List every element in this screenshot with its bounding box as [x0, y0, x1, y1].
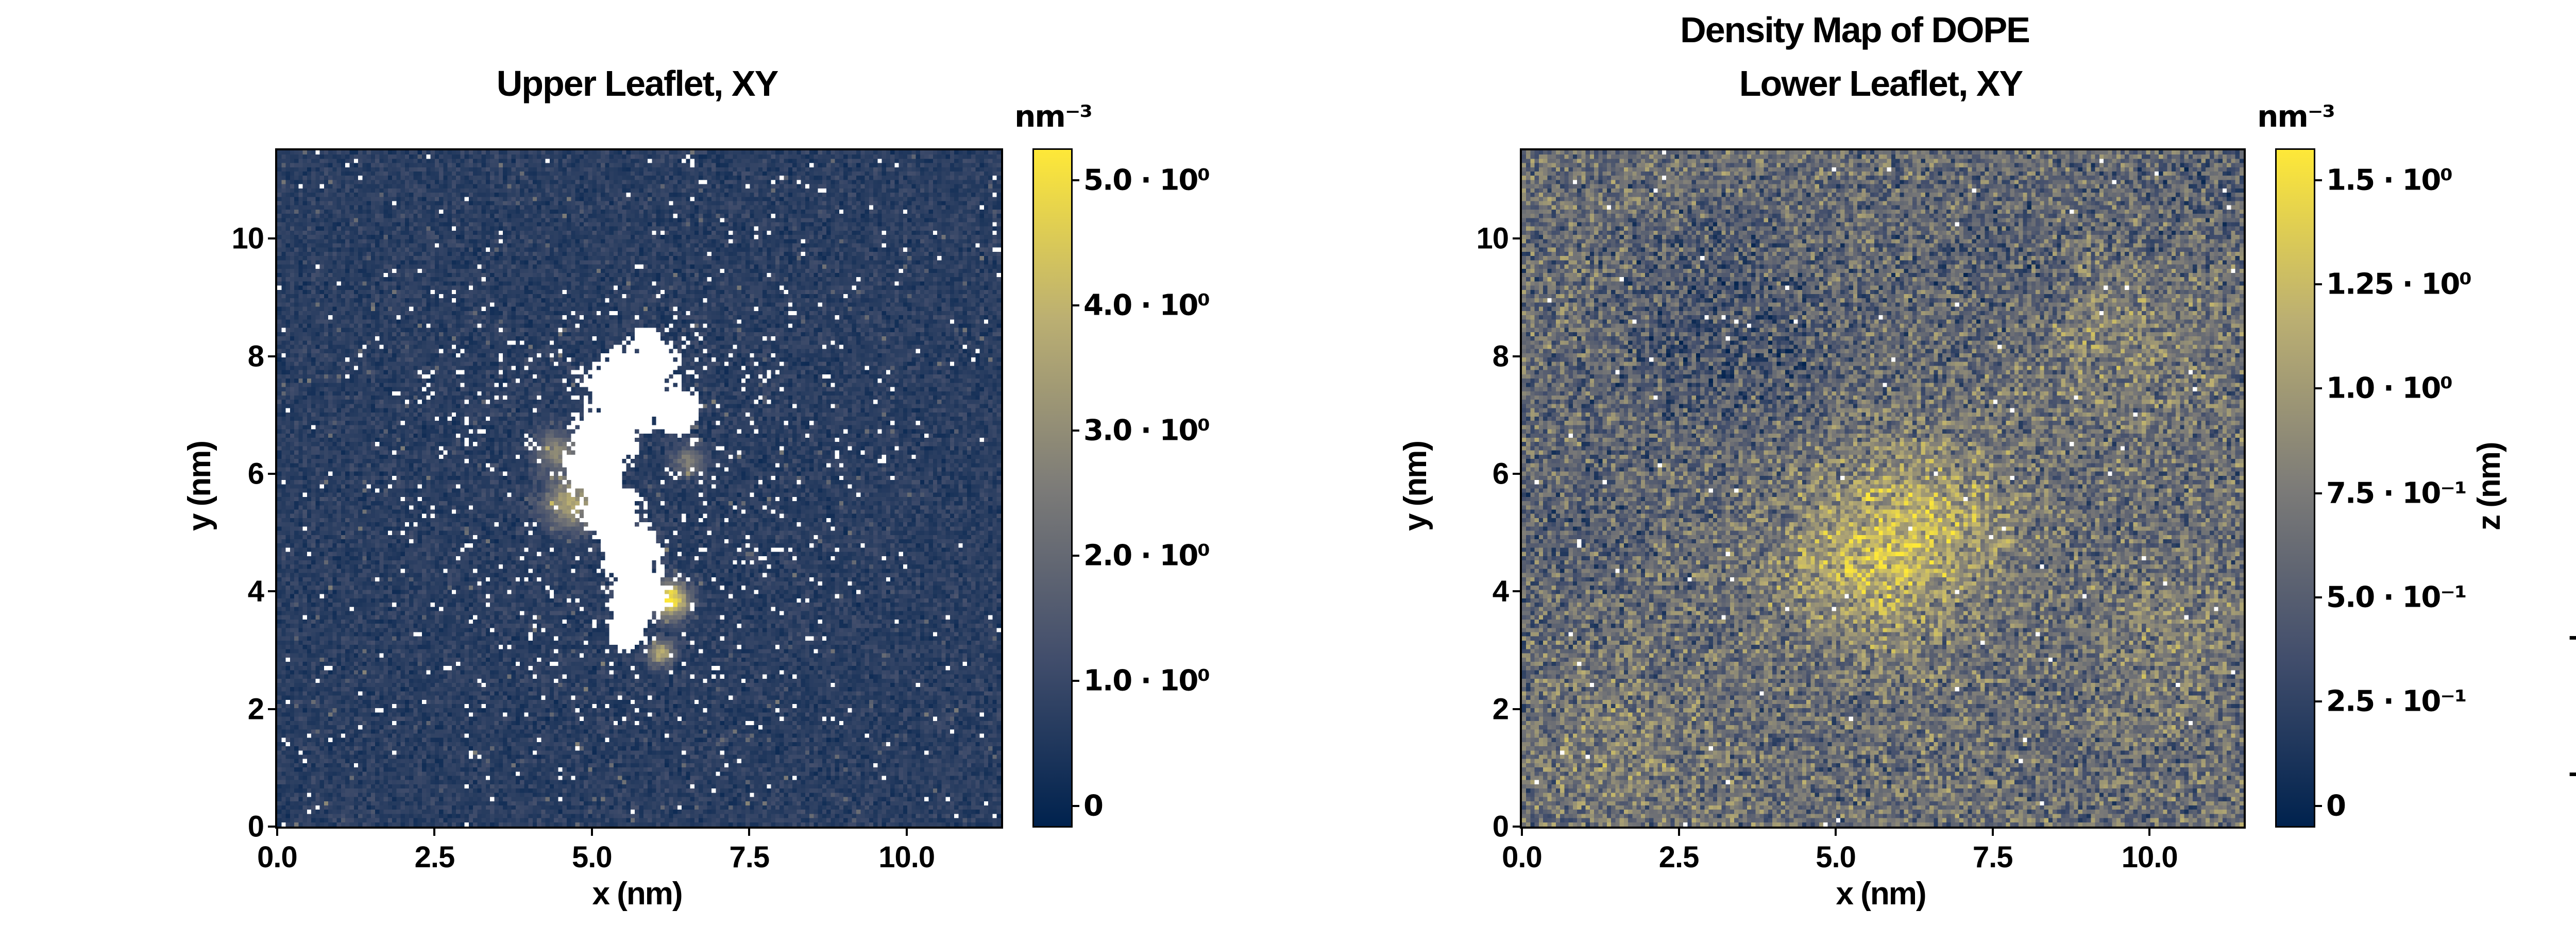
y-tick-label: 0 [247, 810, 264, 844]
y-tick-label: -2 [2568, 618, 2576, 653]
x-tick-label: 2.5 [414, 840, 455, 874]
x-tick-label: 2.5 [1658, 840, 1700, 874]
x-tick-mark [905, 827, 908, 836]
x-tick-mark [2148, 827, 2151, 836]
y-tick-label: 8 [1492, 339, 1509, 373]
y-axis-label-lower-leaflet: y (nm) [1398, 441, 1433, 531]
y-tick-label: 8 [247, 339, 264, 373]
y-tick-mark [1513, 472, 1522, 475]
colorbar-unit-lower-leaflet: nm⁻³ [2257, 99, 2335, 134]
colorbar-tick-mark [2314, 700, 2322, 703]
colorbar-tick-label: 0 [1083, 789, 1104, 823]
x-tick-mark [1677, 827, 1680, 836]
x-tick-label: 5.0 [572, 840, 613, 874]
colorbar-tick-mark [2314, 492, 2322, 494]
colorbar-tick-label: 3.0 · 10⁰ [1083, 414, 1210, 448]
z-axis-label-transversal: z (nm) [2471, 442, 2507, 530]
figure-suptitle: Density Map of DOPE [1680, 10, 2030, 50]
y-tick-mark [268, 590, 277, 593]
y-tick-mark [1513, 355, 1522, 357]
heatmap-canvas-lower-leaflet [1522, 150, 2244, 827]
y-tick-label: 2 [1492, 692, 1509, 726]
heatmap-plot-lower-leaflet: 0.0 2.5 5.0 7.5 10.0 0 2 4 6 8 10 [1476, 148, 2246, 874]
y-tick-label: 0 [1492, 810, 1509, 844]
colorbar-tick-label: 5.0 · 10⁻¹ [2326, 580, 2467, 614]
heatmap-plot-upper-leaflet: 0.0 2.5 5.0 7.5 10.0 0 2 4 6 8 10 [231, 148, 1003, 874]
y-tick-label: 10 [231, 221, 264, 255]
colorbar-tick-mark [1071, 179, 1079, 182]
x-tick-mark [1835, 827, 1837, 836]
y-tick-label: 6 [247, 457, 264, 491]
x-tick-label: 7.5 [1972, 840, 2013, 874]
x-tick-label: 0.0 [257, 840, 298, 874]
x-tick-label: 7.5 [729, 840, 770, 874]
y-tick-label: 2 [247, 692, 264, 726]
y-tick-mark [268, 708, 277, 710]
colorbar-tick-label: 1.25 · 10⁰ [2326, 267, 2472, 301]
x-tick-label: 10.0 [878, 840, 935, 874]
y-tick-mark [1513, 708, 1522, 710]
x-tick-mark [1991, 827, 1994, 836]
y-tick-mark [1513, 590, 1522, 593]
colorbar-tick-label: 5.0 · 10⁰ [1083, 163, 1210, 197]
y-tick-mark [268, 472, 277, 475]
y-axis-label-upper-leaflet: y (nm) [182, 441, 217, 531]
colorbar-tick-label: 1.0 · 10⁰ [2326, 371, 2453, 405]
colorbar-tick-label: 1.0 · 10⁰ [1083, 664, 1210, 698]
colorbar-tick-label: 4.0 · 10⁰ [1083, 288, 1210, 322]
colorbar-tick-mark [2314, 283, 2322, 286]
x-tick-mark [433, 827, 436, 836]
x-tick-mark [1521, 827, 1523, 836]
colorbar-tick-mark [2314, 596, 2322, 599]
y-tick-label: 10 [1476, 221, 1509, 255]
colorbar-tick-label: 0 [2326, 789, 2346, 823]
colorbar-tick-mark [1071, 554, 1079, 557]
colorbar-tick-mark [2314, 387, 2322, 390]
colorbar-tick-mark [1071, 804, 1079, 807]
panel-title-lower-leaflet: Lower Leaflet, XY [1739, 63, 2023, 104]
y-tick-mark [268, 355, 277, 357]
colorbar-tick-label: 2.0 · 10⁰ [1083, 539, 1210, 573]
colorbar-tick-mark [1071, 429, 1079, 432]
heatmap-canvas-upper-leaflet [277, 150, 1001, 827]
colorbar-tick-label: 1.5 · 10⁰ [2326, 163, 2453, 197]
colorbar-tick-mark [2314, 179, 2322, 182]
y-tick-mark [1513, 237, 1522, 240]
y-tick-label: -4 [2568, 754, 2576, 789]
x-tick-label: 0.0 [1502, 840, 1543, 874]
x-axis-label-upper-leaflet: x (nm) [592, 876, 683, 912]
x-tick-mark [590, 827, 593, 836]
y-tick-mark [1513, 826, 1522, 828]
y-tick-mark [268, 237, 277, 240]
x-tick-label: 5.0 [1816, 840, 1856, 874]
x-tick-label: 10.0 [2121, 840, 2178, 874]
colorbar-unit-upper-leaflet: nm⁻³ [1014, 99, 1093, 134]
x-tick-mark [276, 827, 278, 836]
y-tick-mark [268, 826, 277, 828]
y-tick-label: 4 [1492, 574, 1509, 608]
y-tick-label: 6 [1492, 457, 1509, 491]
x-tick-mark [748, 827, 751, 836]
colorbar-tick-mark [1071, 304, 1079, 306]
colorbar-tick-label: 2.5 · 10⁻¹ [2326, 684, 2467, 718]
colorbar-tick-label: 7.5 · 10⁻¹ [2326, 476, 2467, 510]
colorbar-tick-mark [2314, 804, 2322, 807]
x-axis-label-lower-leaflet: x (nm) [1836, 876, 1927, 912]
colorbar-upper-leaflet: 5.0 · 10⁰ 4.0 · 10⁰ 3.0 · 10⁰ 2.0 · 10⁰ 1.0 … [1032, 148, 1210, 828]
colorbar-lower-leaflet: 1.5 · 10⁰ 1.25 · 10⁰ 1.0 · 10⁰ 7.5 · 10⁻¹ 5.… [2275, 148, 2472, 828]
colorbar-tick-mark [1071, 679, 1079, 682]
panel-title-upper-leaflet: Upper Leaflet, XY [496, 63, 779, 104]
y-tick-label: 4 [247, 574, 264, 608]
